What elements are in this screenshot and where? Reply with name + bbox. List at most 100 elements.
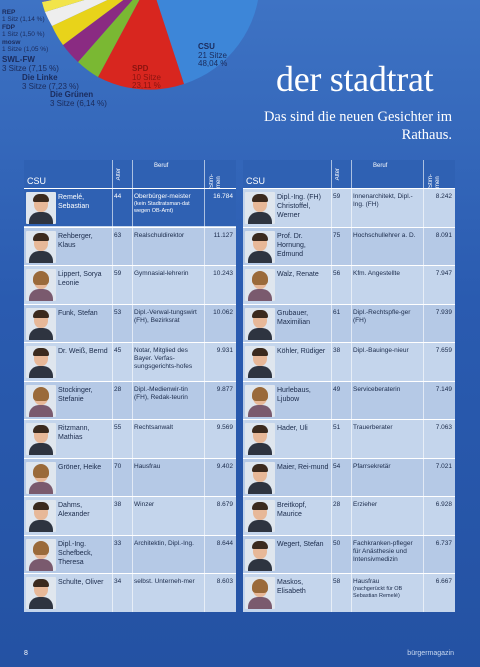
pie-slice-csu	[156, 0, 258, 84]
column-divider	[331, 160, 332, 612]
member-job: Architektin, Dipl.-Ing.	[134, 540, 202, 548]
member-votes: 8.091	[435, 231, 452, 239]
member-votes: 10.062	[213, 308, 233, 316]
pie-label-spd: SPD 10 Sitze 23,11 %	[132, 64, 161, 90]
portrait-photo	[26, 538, 56, 571]
member-job-text: Notar, Mitglied des Bayer. Verfas-sungsg…	[134, 347, 193, 370]
table-row: Grubauer, Maximilian 61 Dipl.-Rechtspfle-g…	[243, 303, 455, 342]
portrait-photo	[245, 307, 275, 340]
member-age: 75	[333, 231, 341, 239]
member-age: 38	[114, 501, 122, 508]
pie-slice-fdp	[42, 0, 85, 12]
party-heading: CSU	[27, 176, 47, 186]
portrait-photo	[26, 307, 56, 340]
member-age: 28	[333, 501, 341, 508]
member-job-text: Dipl.-Bauinge-nieur	[353, 347, 409, 354]
member-job-text: Rechtsanwalt	[134, 424, 174, 431]
table-row: Dipl.-Ing. (FH) Christoffel, Werner 59 Inn…	[243, 188, 455, 226]
member-votes: 8.679	[216, 501, 233, 508]
member-votes: 9.877	[216, 385, 233, 393]
member-votes: 11.127	[213, 231, 233, 239]
pie-label-gruene: Die Grünen 3 Sitze (6,14 %)	[50, 90, 107, 108]
member-job: Dipl.-Bauinge-nieur	[353, 347, 421, 355]
table-row: Ritzmann, Mathias 55 Rechtsanwalt 9.569	[24, 419, 236, 457]
member-job: Rechtsanwalt	[134, 424, 202, 432]
portrait-photo	[245, 461, 275, 494]
pie-slice-gruene	[78, 0, 140, 77]
member-age: 53	[114, 308, 122, 316]
member-job-text: Winzer	[134, 501, 155, 508]
member-job: selbst. Unterneh-mer	[134, 578, 202, 586]
member-job: Serviceberaterin	[353, 386, 421, 394]
column-divider	[351, 160, 352, 612]
council-table-left: CSU Alter Beruf Stim-men Remelé, Sebasti…	[24, 160, 236, 612]
member-job: Trauerberater	[353, 424, 421, 432]
portrait-photo	[245, 346, 275, 378]
portrait-photo	[26, 461, 56, 494]
member-age: 49	[333, 385, 341, 393]
pie-slice-swl	[52, 0, 124, 45]
column-header-votes: Stim-men	[209, 174, 222, 188]
magazine-name: bürgermagazin	[407, 650, 454, 657]
portrait-photo	[245, 384, 275, 417]
table-row: Maier, Rei-mund 54 Pfarrsekretär 7.021	[243, 457, 455, 496]
member-age: 59	[333, 193, 341, 200]
column-header-age: Alter	[116, 168, 122, 181]
pie-slice-linke	[63, 0, 133, 62]
member-name: Köhler, Rüdiger	[277, 348, 326, 355]
portrait-photo	[245, 230, 275, 263]
member-votes: 7.063	[435, 424, 452, 431]
member-age: 63	[114, 231, 122, 239]
member-name: Dr. Weiß, Bernd	[58, 348, 108, 355]
table-row: Gröner, Heike 70 Hausfrau 9.402	[24, 457, 236, 496]
member-age: 51	[333, 424, 341, 431]
table-row: Dr. Weiß, Bernd 45 Notar, Mitglied des Bay…	[24, 342, 236, 380]
member-name: Maier, Rei-mund	[277, 463, 329, 471]
column-divider	[204, 160, 205, 612]
member-job-text: selbst. Unterneh-mer	[134, 578, 195, 585]
column-header-job: Beruf	[373, 163, 388, 169]
member-name: Walz, Renate	[277, 271, 319, 278]
portrait-photo	[245, 423, 275, 455]
pie-slice-rep	[41, 0, 52, 2]
member-name: Maskos, Elisabeth	[277, 579, 306, 595]
table-row: Maskos, Elisabeth 58 Hausfrau (nachgerückt …	[243, 573, 455, 611]
pie-label-swl: SWL-FW 3 Sitze (7,15 %)	[2, 55, 59, 73]
column-header-votes: Stim-men	[428, 174, 441, 188]
portrait-photo	[26, 577, 56, 609]
member-age: 56	[333, 270, 341, 277]
member-name: Dipl.-Ing. Schefbeck, Theresa	[58, 540, 93, 566]
member-votes: 16.784	[213, 193, 233, 200]
seat-distribution-chart: REP 1 Sitz (1,14 %) FDP 1 Sitz (1,50 %) mo…	[0, 0, 480, 120]
member-votes: 8.603	[216, 578, 233, 585]
member-job-text: Hausfrau	[134, 462, 161, 470]
member-name: Schulte, Oliver	[58, 579, 104, 586]
member-age: 33	[114, 539, 122, 547]
portrait-photo	[245, 269, 275, 301]
member-name: Remelé, Sebastian	[58, 194, 90, 210]
table-row: Funk, Stefan 53 Dipl.-Verwal-tungswirt (FH…	[24, 303, 236, 342]
member-name: Funk, Stefan	[58, 309, 98, 317]
page-title: der stadtrat	[276, 59, 434, 99]
member-votes: 8.644	[216, 539, 233, 547]
member-votes: 10.243	[213, 270, 233, 277]
member-name: Hader, Uli	[277, 425, 308, 432]
member-votes: 7.149	[435, 385, 452, 393]
member-job-text: Pfarrsekretär	[353, 462, 391, 470]
portrait-photo	[26, 423, 56, 455]
member-age: 61	[333, 308, 341, 316]
member-job: Fachkranken-pfleger für Anästhesie und I…	[353, 540, 421, 564]
member-age: 38	[333, 347, 341, 354]
portrait-photo	[245, 192, 275, 224]
member-votes: 9.569	[216, 424, 233, 431]
portrait-photo	[245, 577, 275, 609]
member-job: Gymnasial-lehrerin	[134, 270, 202, 278]
member-name: Breitkopf, Maurice	[277, 502, 307, 518]
member-job-text: Dipl.-Rechtspfle-ger (FH)	[353, 308, 411, 324]
table-row: Hader, Uli 51 Trauerberater 7.063	[243, 419, 455, 457]
portrait-photo	[26, 230, 56, 263]
member-job: Realschuldirektor	[134, 232, 202, 240]
table-row: Walz, Renate 56 Kfm. Angestellte 7.947	[243, 265, 455, 303]
member-name: Lippert, Sorya Leonie	[58, 271, 102, 287]
member-votes: 6.737	[435, 539, 452, 547]
